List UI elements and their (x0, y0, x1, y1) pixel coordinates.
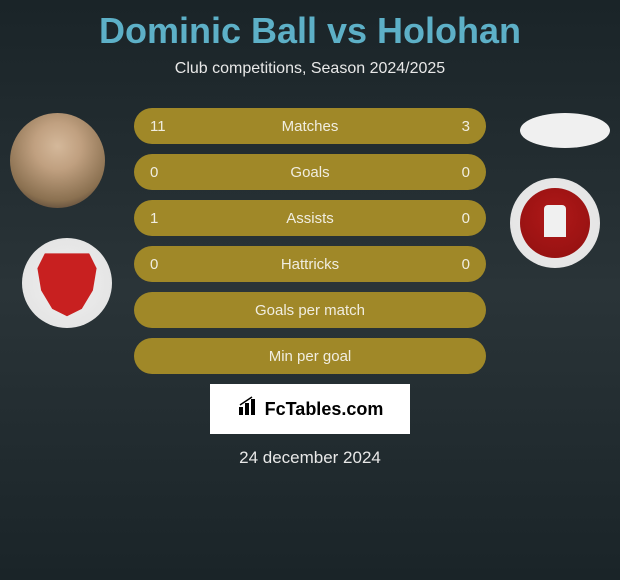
stat-right-value: 0 (440, 210, 470, 227)
subtitle: Club competitions, Season 2024/2025 (0, 60, 620, 78)
logo-text: FcTables.com (265, 399, 384, 420)
stat-label: Assists (180, 210, 440, 227)
stat-row: 11 Matches 3 (134, 108, 486, 144)
stat-right-value: 3 (440, 118, 470, 135)
player-right-photo (520, 113, 610, 148)
stat-left-value: 11 (150, 118, 180, 135)
stat-row: 0 Hattricks 0 (134, 246, 486, 282)
stat-right-value: 0 (440, 256, 470, 273)
stat-left-value: 0 (150, 256, 180, 273)
stat-label: Goals (180, 164, 440, 181)
fctables-logo[interactable]: FcTables.com (210, 384, 410, 434)
stat-label: Goals per match (180, 302, 440, 319)
stats-table: 11 Matches 3 0 Goals 0 1 Assists 0 0 Hat… (134, 103, 486, 374)
stat-label: Matches (180, 118, 440, 135)
player-left-photo (10, 113, 105, 208)
stat-label: Hattricks (180, 256, 440, 273)
stat-label: Min per goal (180, 348, 440, 365)
date-text: 24 december 2024 (0, 448, 620, 468)
stat-left-value: 0 (150, 164, 180, 181)
stat-row: 0 Goals 0 (134, 154, 486, 190)
stat-row: 1 Assists 0 (134, 200, 486, 236)
stat-row: Min per goal (134, 338, 486, 374)
stat-row: Goals per match (134, 292, 486, 328)
chart-icon (237, 395, 259, 423)
stat-left-value: 1 (150, 210, 180, 227)
stat-right-value: 0 (440, 164, 470, 181)
club-crest-right (510, 178, 600, 268)
page-title: Dominic Ball vs Holohan (0, 0, 620, 52)
club-crest-left (22, 238, 112, 328)
comparison-content: 11 Matches 3 0 Goals 0 1 Assists 0 0 Hat… (0, 103, 620, 468)
